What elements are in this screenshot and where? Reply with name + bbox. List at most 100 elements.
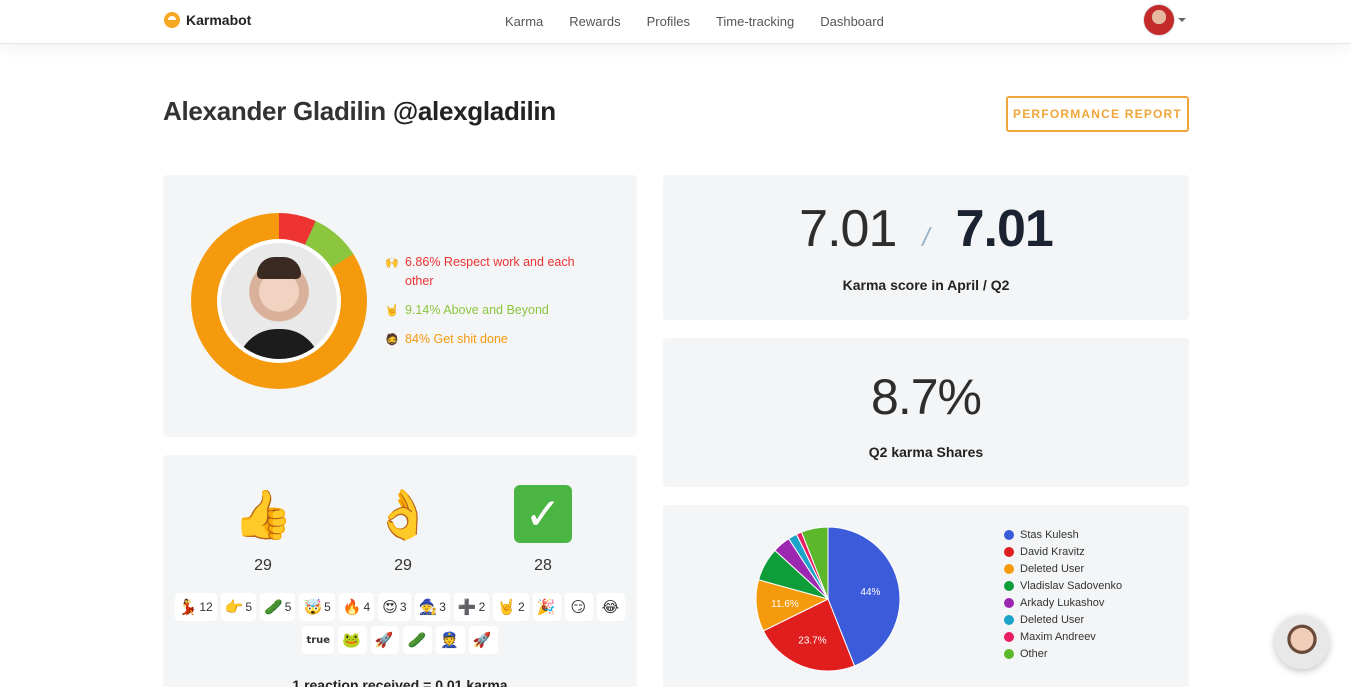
values-donut [191, 213, 367, 389]
face-icon: 🧔 [385, 333, 399, 346]
pie-legend-item[interactable]: Deleted User [1004, 611, 1122, 628]
value-row-above-beyond: 🤘 9.14% Above and Beyond [384, 301, 604, 320]
pie-legend-item[interactable]: Stas Kulesh [1004, 526, 1122, 543]
nav-link-rewards[interactable]: Rewards [569, 13, 621, 29]
reaction-chip: 🤯 5 [299, 593, 335, 621]
legend-dot-icon [1004, 546, 1014, 557]
nav-link-time-tracking[interactable]: Time-tracking [715, 13, 795, 29]
reaction-count: 12 [199, 600, 213, 614]
reaction-chip: 😏 [565, 593, 594, 621]
cop-icon: 👮 [440, 632, 459, 649]
brand-name: Karmabot [186, 12, 252, 28]
ok-hand-icon: 👌 [373, 488, 433, 542]
pie-legend-item[interactable]: Maxim Andreev [1004, 628, 1122, 645]
karma-score-card: 7.01 / 7.01 Karma score in April / Q2 [663, 175, 1189, 320]
karma-share-label: Q2 karma Shares [868, 444, 984, 460]
values-legend: 🙌 6.86% Respect work and each other 🤘 9.… [384, 253, 604, 359]
nav-link-profiles[interactable]: Profiles [646, 13, 690, 29]
month-karma-score: 7.01 [799, 200, 897, 258]
party-popper-icon: 🎉 [536, 599, 556, 616]
pie-legend-label: Maxim Andreev [1020, 630, 1096, 643]
cucumber-icon: 🥒 [264, 599, 283, 616]
reaction-chip: 🚀 [468, 626, 498, 654]
pie-slice[interactable] [762, 598, 856, 672]
plus-icon: ➕ [457, 599, 477, 616]
reaction-chip: 👮 [436, 626, 465, 654]
reaction-count: 5 [245, 600, 253, 614]
avatar[interactable] [1143, 4, 1175, 36]
value-row-respect: 🙌 6.86% Respect work and each other [384, 253, 604, 291]
pie-slice[interactable] [800, 526, 829, 600]
user-menu[interactable] [1143, 4, 1186, 36]
rocket-icon: 🚀 [472, 632, 492, 649]
top-reaction: 👌 29 [363, 485, 443, 575]
heart-eyes-icon: 😍 [382, 599, 398, 616]
pie-data-label: 44% [860, 587, 880, 598]
fire-icon: 🔥 [342, 599, 362, 616]
pie-data-label: 23.7% [798, 635, 826, 646]
pie-legend-label: David Kravitz [1020, 545, 1085, 558]
pie-legend: Stas Kulesh David Kravitz Deleted User Vlad… [1004, 526, 1122, 662]
performance-report-button[interactable]: PERFORMANCE REPORT [1006, 96, 1189, 132]
nav-link-karma[interactable]: Karma [505, 13, 544, 29]
profile-photo-shirt [237, 329, 321, 359]
pie-legend-item[interactable]: Other [1004, 645, 1122, 662]
reaction-chip: true [302, 626, 335, 654]
reaction-count: 28 [534, 557, 552, 574]
reaction-chip: 🥒 [403, 626, 433, 654]
metal-hand-icon: 🤘 [497, 599, 516, 616]
karmabot-logo-icon [164, 12, 180, 28]
pie-legend-item[interactable]: Vladislav Sadovenko [1004, 577, 1122, 594]
pie-legend-item[interactable]: Deleted User [1004, 560, 1122, 577]
rock-on-hand-icon: 🤘 [385, 304, 399, 317]
value-label: 9.14% Above and Beyond [405, 303, 549, 317]
reaction-chip: 🐸 [338, 626, 367, 654]
pie-legend-item[interactable]: David Kravitz [1004, 543, 1122, 560]
top-reaction: 👍 29 [223, 485, 303, 575]
karma-score-label: Karma score in April / Q2 [842, 277, 1010, 293]
mind-blown-icon: 🤯 [303, 599, 323, 616]
pie-slice[interactable] [827, 526, 901, 667]
reaction-chip: 🥒 5 [260, 593, 296, 621]
reaction-count: 2 [517, 600, 525, 614]
legend-dot-icon [1004, 529, 1014, 540]
reaction-chip: 👉 5 [220, 593, 257, 621]
profile-photo-hair [257, 257, 301, 279]
reaction-chip: 😂 [597, 593, 626, 621]
legend-dot-icon [1004, 614, 1014, 625]
reaction-count: 3 [399, 600, 407, 614]
reaction-chip: 😍 3 [378, 593, 411, 621]
page-title: Alexander Gladilin @alexgladilin [163, 96, 556, 127]
legend-dot-icon [1004, 580, 1014, 591]
user-handle: @alexgladilin [392, 96, 556, 126]
chevron-down-icon[interactable] [1178, 18, 1186, 22]
nav-link-dashboard[interactable]: Dashboard [820, 13, 884, 29]
nav-links: Karma Rewards Profiles Time-tracking Das… [492, 0, 897, 42]
values-breakdown-card: 🙌 6.86% Respect work and each other 🤘 9.… [163, 175, 637, 437]
support-chat-avatar[interactable] [1275, 615, 1329, 669]
pie-legend-label: Stas Kulesh [1020, 528, 1079, 541]
reaction-count: 29 [394, 557, 412, 574]
legend-dot-icon [1004, 631, 1014, 642]
pickle-icon: 🥒 [407, 632, 427, 649]
true-text-icon: true [306, 634, 331, 646]
reaction-count: 5 [324, 600, 331, 614]
raised-fists-icon: 🙌 [385, 256, 399, 269]
joy-icon: 😂 [601, 599, 620, 616]
legend-dot-icon [1004, 563, 1014, 574]
pie-legend-label: Other [1020, 647, 1048, 660]
troll-face-icon: 😏 [570, 599, 587, 616]
value-label: 84% Get shit done [405, 332, 508, 346]
brand[interactable]: Karmabot [164, 12, 251, 28]
profile-photo [221, 243, 337, 359]
reaction-count: 2 [478, 600, 486, 614]
pie-data-label: 11.6% [771, 599, 799, 610]
frog-icon: 🐸 [342, 632, 361, 649]
pie-legend-label: Vladislav Sadovenko [1020, 579, 1123, 592]
pie-legend-item[interactable]: Arkady Lukashov [1004, 594, 1122, 611]
dancer-icon: 💃 [178, 599, 198, 616]
reaction-chip: 💃 12 [174, 593, 217, 621]
reaction-chip: 🔥 4 [338, 593, 375, 621]
point-hand-icon: 👉 [224, 599, 244, 616]
reaction-count: 4 [363, 600, 371, 614]
